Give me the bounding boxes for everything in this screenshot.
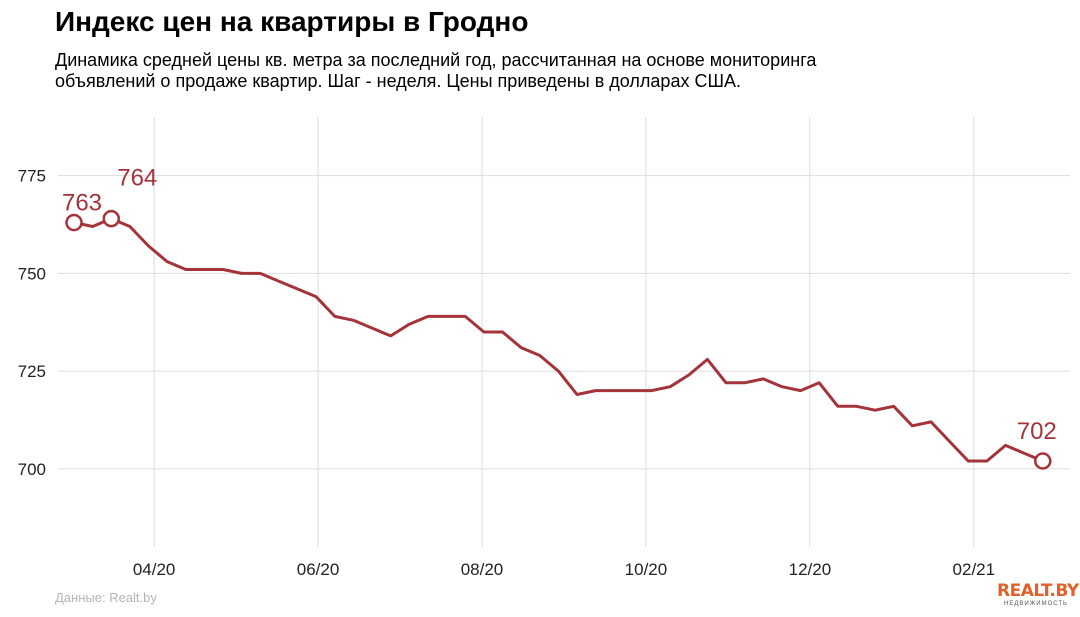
y-tick-label: 775 [18, 167, 46, 186]
y-tick-label: 725 [18, 362, 46, 381]
x-tick-label: 04/20 [133, 560, 176, 579]
series-line-layer [72, 217, 1045, 463]
x-axis-ticks: 04/20 06/20 08/20 10/20 12/20 02/21 [133, 560, 995, 579]
data-label: 763 [62, 190, 102, 217]
x-tick-label: 06/20 [297, 560, 340, 579]
logo-sub-text: НЕДВИЖИМОСТЬ [1004, 601, 1068, 607]
grid-lines [58, 117, 1070, 547]
x-tick-label: 02/21 [953, 560, 996, 579]
y-tick-label: 750 [18, 264, 46, 283]
x-tick-label: 12/20 [789, 560, 832, 579]
data-point-marker [65, 213, 83, 232]
data-source: Данные: Realt.by [55, 590, 157, 605]
data-point-marker [1034, 452, 1052, 470]
realt-logo: REALT.BY НЕДВИЖИМОСТЬ [997, 581, 1079, 608]
annotation-layer: 763 764 702 [62, 165, 1057, 470]
logo-main-text: REALT.BY [997, 581, 1079, 601]
subtitle-line-1: Динамика средней цены кв. метра за после… [55, 50, 817, 70]
data-label: 764 [117, 165, 157, 192]
chart-subtitle: Динамика средней цены кв. метра за после… [55, 50, 1035, 92]
chart-title: Индекс цен на квартиры в Гродно [55, 6, 529, 37]
subtitle-line-2: объявлений о продаже квартир. Шаг - неде… [55, 71, 741, 91]
series-line [72, 217, 1045, 463]
data-label: 702 [1017, 418, 1057, 445]
data-point-marker [102, 209, 121, 228]
y-tick-label: 700 [18, 460, 46, 479]
x-tick-label: 08/20 [461, 560, 504, 579]
x-tick-label: 10/20 [625, 560, 668, 579]
y-axis-ticks: 700 725 750 775 [18, 167, 46, 479]
